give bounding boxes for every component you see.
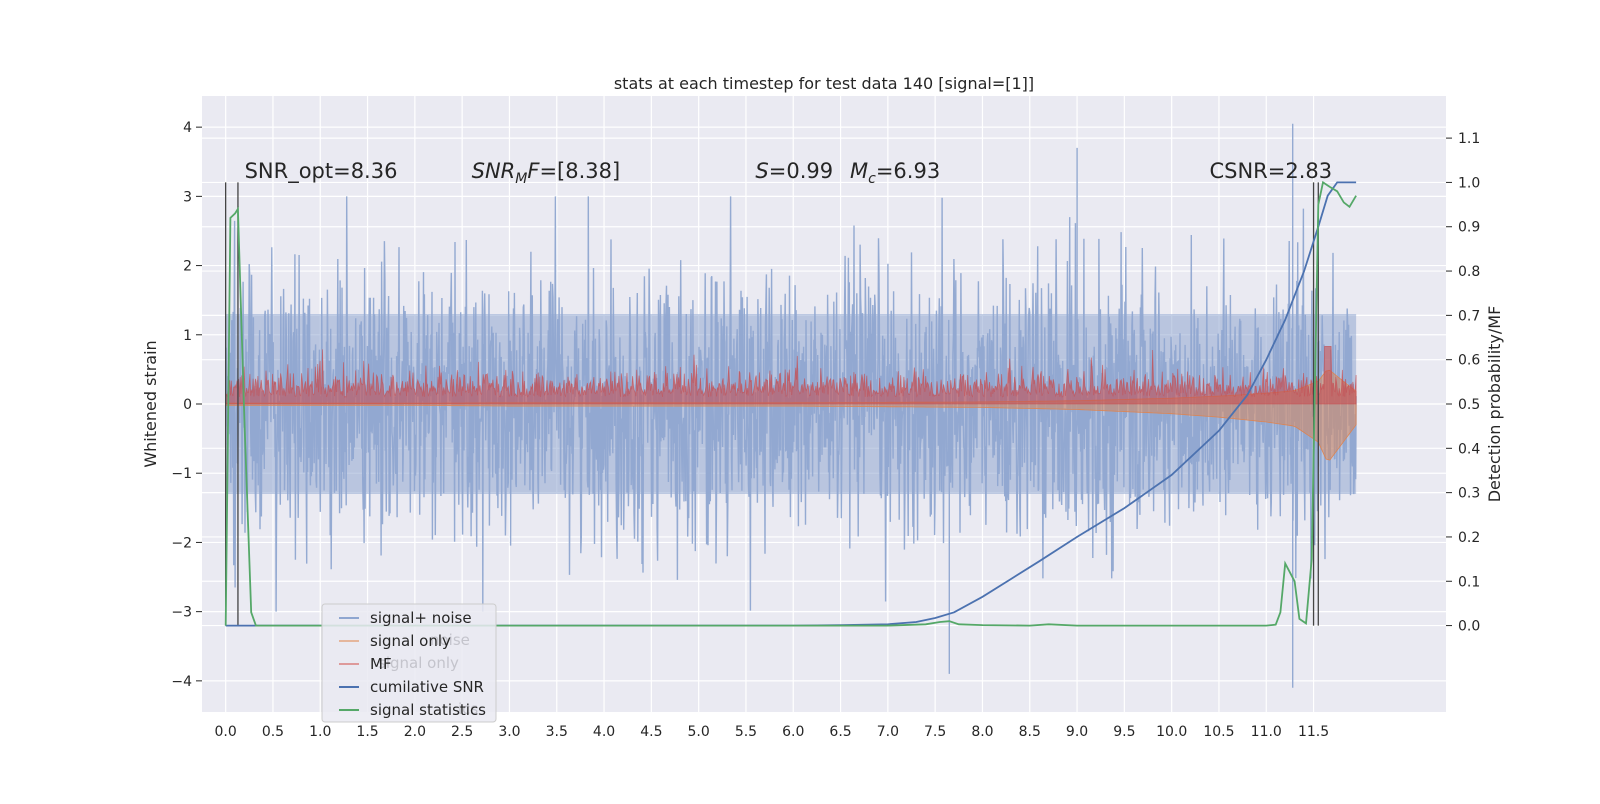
y-tick-label-left: −2 [171, 535, 192, 551]
x-tick-label: 11.0 [1251, 724, 1282, 740]
legend-ghost-label: noise [430, 631, 470, 649]
legend-label-signal-statistics: signal statistics [370, 701, 486, 719]
x-tick-label: 6.0 [782, 724, 804, 740]
x-tick-label: 3.0 [498, 724, 520, 740]
y-tick-label-left: 2 [183, 259, 192, 275]
y-tick-label-right: 0.4 [1458, 441, 1480, 457]
x-tick-label: 5.0 [688, 724, 710, 740]
x-tick-label: 1.0 [309, 724, 331, 740]
x-tick-label: 7.0 [877, 724, 899, 740]
y-tick-label-left: 3 [183, 189, 192, 205]
y-tick-label-right: 0.2 [1458, 530, 1480, 546]
y-tick-label-right: 0.3 [1458, 486, 1480, 502]
x-tick-label: 2.0 [404, 724, 426, 740]
x-tick-label: 6.5 [829, 724, 851, 740]
series-layer [224, 123, 1357, 688]
x-tick-label: 8.0 [971, 724, 993, 740]
y-tick-label-left: −3 [171, 605, 192, 621]
y-tick-label-right: 0.5 [1458, 397, 1480, 413]
series-signal-statistics [224, 180, 1357, 627]
y-tick-label-right: 0.0 [1458, 619, 1480, 635]
series-cumilative-snr [225, 181, 1357, 627]
series-mf [225, 346, 1357, 405]
legend: noise signal only ics signal+ noise sign… [321, 603, 497, 723]
y-axis-left-title: Whitened strain [141, 340, 160, 467]
x-tick-label: 11.5 [1298, 724, 1329, 740]
legend-label-cumilative-snr: cumilative SNR [370, 678, 484, 696]
legend-ghost-label: ics [458, 700, 478, 718]
x-tick-label: 10.0 [1156, 724, 1187, 740]
y-tick-label-right: 1.0 [1458, 175, 1480, 191]
x-tick-label: 7.5 [924, 724, 946, 740]
x-tick-label: 3.5 [546, 724, 568, 740]
y-axis-right-title: Detection probability/MF [1485, 306, 1504, 503]
legend-label-mf: MF [370, 655, 392, 673]
y-tick-label-right: 0.1 [1458, 574, 1480, 590]
y-tick-label-right: 0.8 [1458, 264, 1480, 280]
x-tick-label: 9.0 [1066, 724, 1088, 740]
y-tick-label-right: 1.1 [1458, 131, 1480, 147]
x-tick-label: 5.5 [735, 724, 757, 740]
legend-ghost-label: signal only [378, 654, 459, 672]
y-tick-label-left: 4 [183, 120, 192, 136]
y-tick-label-left: −1 [171, 466, 192, 482]
annotation-label: SNR_opt=8.36 [245, 159, 398, 184]
annotation-label: S=0.99 [755, 159, 833, 183]
x-tick-label: 4.5 [640, 724, 662, 740]
y-tick-label-left: −4 [171, 674, 192, 690]
x-tick-label: 10.5 [1203, 724, 1234, 740]
x-tick-label: 1.5 [356, 724, 378, 740]
y-tick-label-left: 1 [183, 328, 192, 344]
x-tick-label: 0.0 [215, 724, 237, 740]
y-tick-label-right: 0.7 [1458, 308, 1480, 324]
x-tick-label: 0.5 [262, 724, 284, 740]
annotations: SNR_opt=8.36 SNRMF=[8.38] S=0.99 Mc=6.93 CSN… [245, 159, 1333, 187]
legend-label-signal-only: signal only [370, 632, 451, 650]
x-tick-label: 2.5 [451, 724, 473, 740]
annotation-label: SNRMF=[8.38] [472, 159, 621, 187]
legend-box [321, 603, 497, 723]
annotation-label: CSNR=2.83 [1209, 159, 1332, 183]
y-tick-label-right: 0.9 [1458, 220, 1480, 236]
chart-title: stats at each timestep for test data 140… [614, 74, 1034, 93]
annotation-label: Mc=6.93 [850, 159, 940, 187]
legend-label-signal-noise: signal+ noise [370, 609, 472, 627]
x-tick-label: 9.5 [1113, 724, 1135, 740]
x-tick-label: 8.5 [1019, 724, 1041, 740]
y-tick-label-left: 0 [183, 397, 192, 413]
y-tick-label-right: 0.6 [1458, 353, 1480, 369]
tick-labels: 0.0 0.5 1.0 1.5 2.0 2.5 3.0 3.5 4.0 4.5 5.0 5.5 6.0 6… [171, 120, 1480, 740]
x-tick-label: 4.0 [593, 724, 615, 740]
